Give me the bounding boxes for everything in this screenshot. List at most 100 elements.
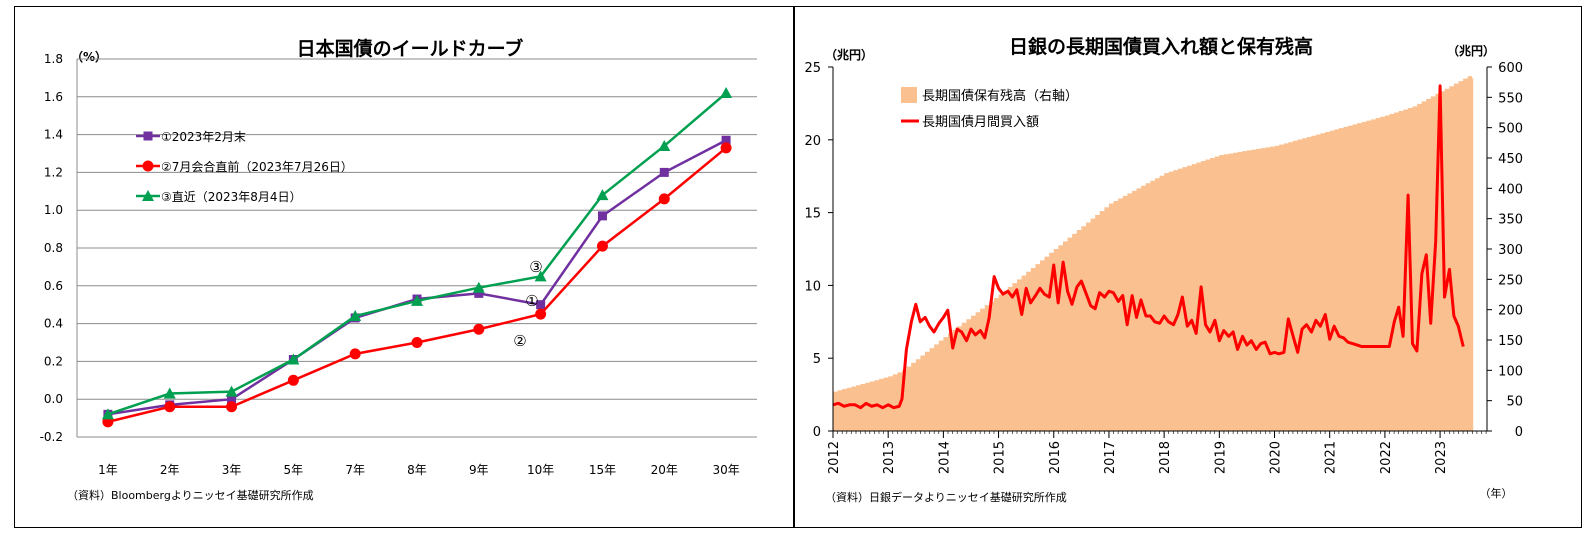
x-tick-label: 5年 [284,463,304,477]
data-point [473,323,485,335]
y-tick-label: 1.2 [44,165,63,179]
y-tick-label: 1.6 [44,90,63,104]
data-point [596,189,609,201]
x-tick-label: 8年 [407,463,427,477]
x-tick-label: 30年 [712,463,739,477]
data-point [101,408,114,420]
left-tick-label: 25 [804,61,821,76]
annotation-series-1: ① [525,292,538,310]
y-tick-label: 0.4 [44,317,63,331]
right-axis-unit-label: （兆円） [1447,43,1495,58]
right-tick-label: 600 [1498,61,1523,76]
x-axis-unit-label: （年） [1480,486,1513,500]
legend-label: 長期国債月間買入額 [922,115,1039,130]
data-point [721,135,731,145]
x-tick-label: 2015 [993,441,1008,474]
data-point [536,300,546,310]
legend-item-holdings: 長期国債保有残高（右軸） [901,87,1078,104]
data-point [658,193,670,205]
yield-curve-chart: 日本国債のイールドカーブ （%） 1.8 1.6 1.4 1.2 1.0 0.8 0.6 0.… [40,37,757,502]
data-point [287,374,299,386]
x-tick-label: 2017 [1103,441,1118,474]
x-tick-label: 3年 [222,463,242,477]
data-point [534,270,547,282]
data-point [659,167,669,177]
legend-item-2: ②7月会合直前（2023年7月26日） [136,159,353,174]
right-tick-label: 550 [1498,91,1523,106]
left-tick-label: 20 [804,134,821,149]
series-3 [101,87,733,420]
right-tick-label: 500 [1498,122,1523,137]
series-1 [103,135,731,419]
data-point [163,387,176,399]
series-line [107,139,727,416]
x-tick-label: 2012 [827,441,842,474]
legend-swatch-marker [142,160,154,172]
data-point [720,87,733,99]
x-tick-label: 15年 [589,463,616,477]
data-point [226,401,238,413]
y-tick-label: -0.2 [40,430,63,444]
x-tick-label: 2年 [160,463,180,477]
x-tick-label: 2022 [1379,441,1394,474]
legend-item-1: ①2023年2月末 [136,130,246,144]
legend-label: ②7月会合直前（2023年7月26日） [161,159,353,174]
annotation-series-2: ② [513,332,526,350]
legend-label: ③直近（2023年8月4日） [161,190,302,204]
legend-swatch-marker [142,190,154,201]
y-tick-label: 0.2 [44,354,63,368]
chart-title: 日銀の長期国債買入れ額と保有残高 [1009,35,1313,58]
right-tick-label: 150 [1498,334,1523,349]
y-tick-label: 0.0 [44,392,63,406]
data-point [227,394,237,404]
x-tick-label: 2013 [882,441,897,474]
right-tick-label: 450 [1498,152,1523,167]
yield-curve-chart-panel: 日本国債のイールドカーブ （%） 1.8 1.6 1.4 1.2 1.0 0.8 0.6 0.… [14,6,794,528]
left-tick-label: 0 [813,425,821,440]
holdings-area [833,76,1474,431]
right-tick-label: 400 [1498,182,1523,197]
data-point [596,240,608,252]
y-tick-label: 0.6 [44,279,63,293]
series-2 [102,142,732,428]
data-point [349,348,361,360]
right-tick-label: 350 [1498,213,1523,228]
data-point [225,385,238,397]
purchases-line [832,84,1465,410]
series-line [107,146,727,424]
x-tick-label: 2019 [1213,441,1228,474]
x-tick-label: 2020 [1269,441,1284,474]
y-tick-label: 0.8 [44,241,63,255]
right-tick-label: 100 [1498,364,1523,379]
left-tick-label: 15 [804,207,821,222]
legend-label: 長期国債保有残高（右軸） [922,88,1078,104]
data-point [287,353,300,365]
data-point [474,288,484,298]
source-note: （資料）日銀データよりニッセイ基礎研究所作成 [825,490,1067,504]
boj-jgb-chart-panel: 日銀の長期国債買入れ額と保有残高 （兆円） （兆円） 25 20 15 10 5 0 60… [794,6,1582,528]
x-tick-label: 7年 [345,463,365,477]
x-tick-label: 2021 [1324,441,1339,474]
right-tick-label: 300 [1498,243,1523,258]
data-point [720,142,732,154]
y-tick-label: 1.0 [44,203,63,217]
source-note: （資料）Bloombergよりニッセイ基礎研究所作成 [67,488,314,502]
legend-swatch-area [901,87,917,103]
right-tick-label: 200 [1498,304,1523,319]
y-axis-unit-label: （%） [71,49,107,64]
x-tick-label: 1年 [98,463,118,477]
x-tick-label: 9年 [469,463,489,477]
data-point [535,308,547,320]
data-point [597,211,607,221]
data-point [349,310,362,322]
right-tick-label: 0 [1515,425,1523,440]
data-point [472,281,485,293]
x-tick-label: 2014 [937,441,952,474]
y-tick-label: 1.4 [44,128,63,142]
legend-label: ①2023年2月末 [161,130,246,144]
legend-item-3: ③直近（2023年8月4日） [136,190,302,204]
legend-item-purchases: 長期国債月間買入額 [901,115,1039,130]
right-tick-label: 250 [1498,273,1523,288]
x-tick-label: 10年 [527,463,554,477]
